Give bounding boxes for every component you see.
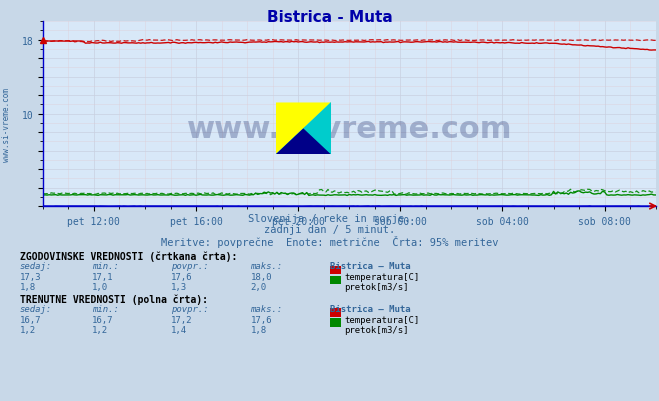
Text: Slovenija / reke in morje.: Slovenija / reke in morje. <box>248 213 411 223</box>
Text: temperatura[C]: temperatura[C] <box>344 315 419 324</box>
Text: 1,2: 1,2 <box>20 325 36 334</box>
Text: temperatura[C]: temperatura[C] <box>344 273 419 282</box>
Text: 16,7: 16,7 <box>20 315 42 324</box>
Text: www.si-vreme.com: www.si-vreme.com <box>2 87 11 161</box>
Text: 1,4: 1,4 <box>171 325 187 334</box>
Text: 17,2: 17,2 <box>171 315 193 324</box>
Text: zadnji dan / 5 minut.: zadnji dan / 5 minut. <box>264 225 395 235</box>
Text: sedaj:: sedaj: <box>20 261 52 270</box>
Text: 1,8: 1,8 <box>250 325 266 334</box>
Text: 1,2: 1,2 <box>92 325 108 334</box>
Text: povpr.:: povpr.: <box>171 304 209 313</box>
Text: min.:: min.: <box>92 261 119 270</box>
Text: pretok[m3/s]: pretok[m3/s] <box>344 283 409 292</box>
Text: ZGODOVINSKE VREDNOSTI (črtkana črta):: ZGODOVINSKE VREDNOSTI (črtkana črta): <box>20 251 237 261</box>
Text: 2,0: 2,0 <box>250 283 266 292</box>
Text: 17,1: 17,1 <box>92 273 114 282</box>
Text: Bistrica – Muta: Bistrica – Muta <box>330 261 410 270</box>
Text: Meritve: povprečne  Enote: metrične  Črta: 95% meritev: Meritve: povprečne Enote: metrične Črta:… <box>161 236 498 248</box>
Text: 17,6: 17,6 <box>250 315 272 324</box>
Text: 16,7: 16,7 <box>92 315 114 324</box>
Text: pretok[m3/s]: pretok[m3/s] <box>344 325 409 334</box>
Text: 1,8: 1,8 <box>20 283 36 292</box>
Text: povpr.:: povpr.: <box>171 261 209 270</box>
Text: Bistrica - Muta: Bistrica - Muta <box>267 10 392 25</box>
Text: 17,3: 17,3 <box>20 273 42 282</box>
Text: maks.:: maks.: <box>250 261 283 270</box>
Text: sedaj:: sedaj: <box>20 304 52 313</box>
Text: 1,0: 1,0 <box>92 283 108 292</box>
Text: 17,6: 17,6 <box>171 273 193 282</box>
Text: maks.:: maks.: <box>250 304 283 313</box>
Text: min.:: min.: <box>92 304 119 313</box>
Text: Bistrica – Muta: Bistrica – Muta <box>330 304 410 313</box>
Text: www.si-vreme.com: www.si-vreme.com <box>186 115 512 144</box>
Text: TRENUTNE VREDNOSTI (polna črta):: TRENUTNE VREDNOSTI (polna črta): <box>20 294 208 304</box>
Text: 18,0: 18,0 <box>250 273 272 282</box>
Text: 1,3: 1,3 <box>171 283 187 292</box>
